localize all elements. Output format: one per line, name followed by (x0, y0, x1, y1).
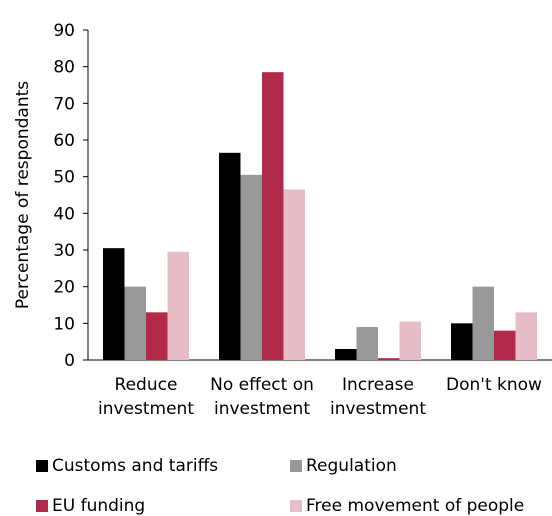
bar-customs (451, 323, 473, 360)
legend-item-customs: Customs and tariffs (36, 456, 218, 476)
bar-eu-funding (494, 330, 516, 360)
y-tick-label: 0 (64, 351, 75, 371)
legend-swatch-regulation (290, 460, 302, 472)
bar-regulation (240, 174, 262, 360)
bar-free-movement (399, 321, 421, 360)
bar-eu-funding (262, 72, 284, 361)
y-tick-label: 70 (53, 94, 75, 114)
y-tick-label: 80 (53, 58, 75, 78)
x-category-label: No effect on (210, 375, 314, 395)
y-tick-label: 50 (53, 168, 75, 188)
y-tick-label: 60 (53, 131, 75, 151)
bar-regulation (356, 327, 378, 360)
bar-eu-funding (378, 358, 400, 360)
x-category-label: investment (98, 399, 194, 419)
bar-eu-funding (146, 312, 168, 360)
bar-regulation (124, 286, 146, 360)
x-category-label: investment (330, 399, 426, 419)
bar-regulation (472, 286, 494, 360)
bar-customs (219, 152, 241, 360)
legend-item-regulation: Regulation (290, 456, 397, 476)
bar-customs (335, 349, 357, 360)
bar-free-movement (283, 189, 305, 360)
y-tick-label: 10 (53, 314, 75, 334)
legend-swatch-eu-funding (36, 500, 48, 512)
x-category-label: Increase (342, 375, 414, 395)
y-tick-label: 30 (53, 241, 75, 261)
legend-item-eu-funding: EU funding (36, 496, 145, 516)
bar-free-movement (515, 312, 537, 360)
x-category-label: Don't know (446, 375, 542, 395)
legend-label-eu-funding: EU funding (52, 496, 146, 516)
y-tick-label: 90 (53, 21, 75, 41)
legend-swatch-free-movement (290, 500, 302, 512)
legend-label-customs: Customs and tariffs (52, 456, 219, 476)
y-tick-label: 40 (53, 204, 75, 224)
legend-label-regulation: Regulation (306, 456, 397, 476)
bar-customs (103, 248, 125, 360)
legend-swatch-customs (36, 460, 48, 472)
y-axis-label: Percentage of respondants (13, 81, 33, 309)
x-category-label: investment (214, 399, 310, 419)
legend-item-free-movement: Free movement of people (290, 496, 524, 516)
bar-free-movement (167, 251, 189, 360)
legend-label-free-movement: Free movement of people (306, 496, 525, 516)
x-category-label: Reduce (115, 375, 178, 395)
y-tick-label: 20 (53, 278, 75, 298)
